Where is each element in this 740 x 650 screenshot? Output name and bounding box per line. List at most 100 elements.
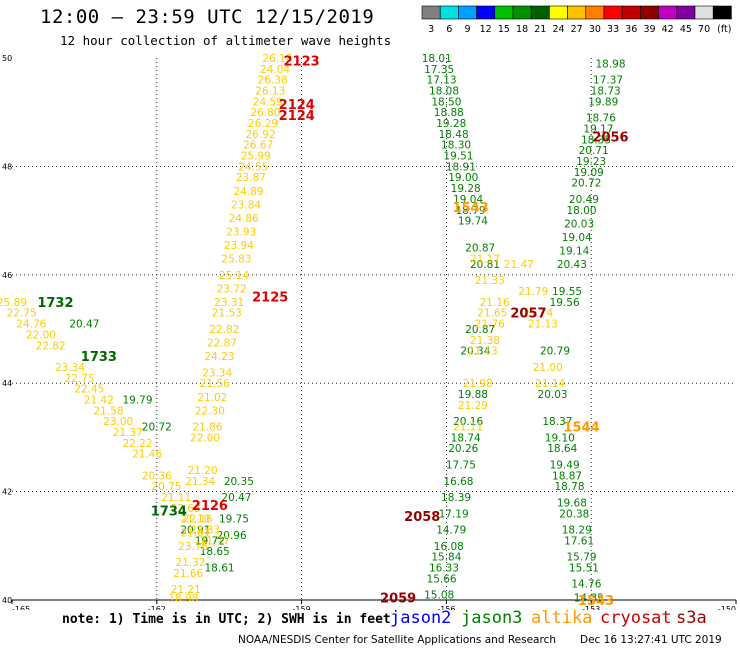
wave-height-value: 21.02 xyxy=(197,392,227,404)
pass-time-label: 2056 xyxy=(592,131,628,146)
wave-height-value: 21.53 xyxy=(212,308,242,320)
wave-height-value: 17.35 xyxy=(424,64,454,76)
pass-time-label: 1732 xyxy=(37,296,73,311)
wave-height-value: 23.31 xyxy=(214,297,244,309)
wave-height-value: 19.00 xyxy=(448,172,478,184)
wave-height-value: 19.49 xyxy=(550,460,580,472)
wave-height-value: 20.91 xyxy=(180,525,210,537)
y-tick-label: 50 xyxy=(2,54,12,63)
wave-height-value: 21.56 xyxy=(200,378,230,390)
wave-height-value: 16.68 xyxy=(443,476,473,488)
wave-height-value: 19.68 xyxy=(557,497,587,509)
wave-height-value: 18.64 xyxy=(547,443,577,455)
wave-height-value: 18.37 xyxy=(542,416,572,428)
wave-height-value: 22.16 xyxy=(183,514,213,526)
wave-height-value: 19.75 xyxy=(219,514,249,526)
wave-height-value: 25.99 xyxy=(241,151,271,163)
wave-height-value: 23.76 xyxy=(178,541,208,553)
wave-height-value: 21.00 xyxy=(533,362,563,374)
satellite-jason2-label: jason2 xyxy=(390,608,452,628)
wave-height-value: 24.04 xyxy=(260,64,290,76)
y-tick-label: 40 xyxy=(2,596,12,605)
wave-height-value: 19.28 xyxy=(436,118,466,130)
pass-time-label: 2125 xyxy=(252,290,288,305)
wave-height-value: 18.61 xyxy=(205,562,235,574)
wave-height-value: 25.89 xyxy=(0,297,27,309)
satellite-altika-label: altika xyxy=(531,608,593,628)
wave-height-value: 17.75 xyxy=(446,460,476,472)
wave-height-value: 21.38 xyxy=(470,335,500,347)
wave-height-value: 25.14 xyxy=(219,270,249,282)
wave-height-value: 20.47 xyxy=(221,492,251,504)
wave-height-value: 21.11 xyxy=(161,492,191,504)
wave-height-value: 24.23 xyxy=(205,351,235,363)
page-subtitle: 12 hour collection of altimeter wave hei… xyxy=(60,33,392,48)
y-tick-label: 42 xyxy=(2,488,12,497)
wave-height-value: 18.98 xyxy=(168,592,198,604)
wave-height-value: 14.35 xyxy=(574,592,604,604)
wave-height-value: 18.35 xyxy=(581,134,611,146)
wave-height-value: 18.88 xyxy=(434,107,464,119)
satellite-s3a-label: s3a xyxy=(676,608,707,628)
wave-height-value: 20.43 xyxy=(557,259,587,271)
wave-height-value: 26.92 xyxy=(246,129,276,141)
wave-height-value: 21.42 xyxy=(84,394,114,406)
wave-height-value: 18.48 xyxy=(439,129,469,141)
wave-height-value: 21.13 xyxy=(528,319,558,331)
wave-height-value: 21.47 xyxy=(504,259,534,271)
wave-height-value: 21.21 xyxy=(171,584,201,596)
x-tick-label: -159 xyxy=(293,605,311,610)
wave-height-value: 21.29 xyxy=(458,400,488,412)
wave-height-value: 18.50 xyxy=(431,96,461,108)
wave-height-value: 19.55 xyxy=(552,286,582,298)
wave-height-value: 20.96 xyxy=(217,530,247,542)
wave-height-value: 23.34 xyxy=(55,362,85,374)
wave-height-value: 21.58 xyxy=(94,405,124,417)
x-tick-label: -156 xyxy=(437,605,455,610)
color-scale-label: (ft) xyxy=(717,24,731,35)
wave-height-value: 21.65 xyxy=(477,308,507,320)
x-tick-label: -162 xyxy=(148,605,166,610)
wave-height-value: 22.63 xyxy=(171,503,201,515)
generated-timestamp: Dec 16 13:27:41 UTC 2019 xyxy=(580,634,722,646)
wave-height-value: 23.72 xyxy=(217,283,247,295)
wave-height-value: 22.00 xyxy=(26,329,56,341)
color-scale-label: 9 xyxy=(464,24,470,35)
color-scale-label: 15 xyxy=(498,24,510,35)
wave-height-value: 25.83 xyxy=(221,254,251,266)
wave-height-value: 18.08 xyxy=(429,86,459,98)
wave-height-value: 20.16 xyxy=(453,416,483,428)
wave-height-value: 26.67 xyxy=(243,140,273,152)
wave-height-value: 21.11 xyxy=(453,422,483,434)
y-tick-label: 48 xyxy=(2,162,12,171)
wave-height-value: 20.03 xyxy=(538,389,568,401)
pass-time-label: 1734 xyxy=(151,505,187,520)
wave-height-value: 21.16 xyxy=(480,297,510,309)
wave-height-value: 19.04 xyxy=(562,232,592,244)
wave-height-value: 22.30 xyxy=(195,405,225,417)
wave-height-value: 21.32 xyxy=(176,557,206,569)
wave-height-value: 21.98 xyxy=(463,378,493,390)
pass-time-label: 2124 xyxy=(279,98,315,113)
x-tick-label: -153 xyxy=(582,605,600,610)
wave-height-value: 21.13 xyxy=(468,346,498,358)
color-scale-label: 3 xyxy=(428,24,434,35)
wave-height-value: 15.79 xyxy=(567,552,597,564)
wave-height-value: 21.01 xyxy=(180,527,210,539)
wave-height-value: 21.86 xyxy=(192,422,222,434)
wave-height-value: 24.55 xyxy=(238,161,268,173)
wave-height-value: 26.13 xyxy=(255,86,285,98)
wave-height-value: 15.66 xyxy=(427,573,457,585)
color-scale-label: 36 xyxy=(625,24,637,35)
wave-height-value: 21.34 xyxy=(185,476,215,488)
wave-height-value: 20.38 xyxy=(559,508,589,520)
color-swatch xyxy=(712,5,732,20)
wave-height-value: 17.37 xyxy=(593,75,623,87)
wave-height-value: 20.87 xyxy=(465,243,495,255)
color-scale-label: 18 xyxy=(516,24,528,35)
wave-height-value: 15.08 xyxy=(424,590,454,602)
wave-height-value: 22.75 xyxy=(7,308,37,320)
wave-height-value: 20.81 xyxy=(470,259,500,271)
wave-height-value: 19.72 xyxy=(195,535,225,547)
wave-height-value: 21.17 xyxy=(470,254,500,266)
